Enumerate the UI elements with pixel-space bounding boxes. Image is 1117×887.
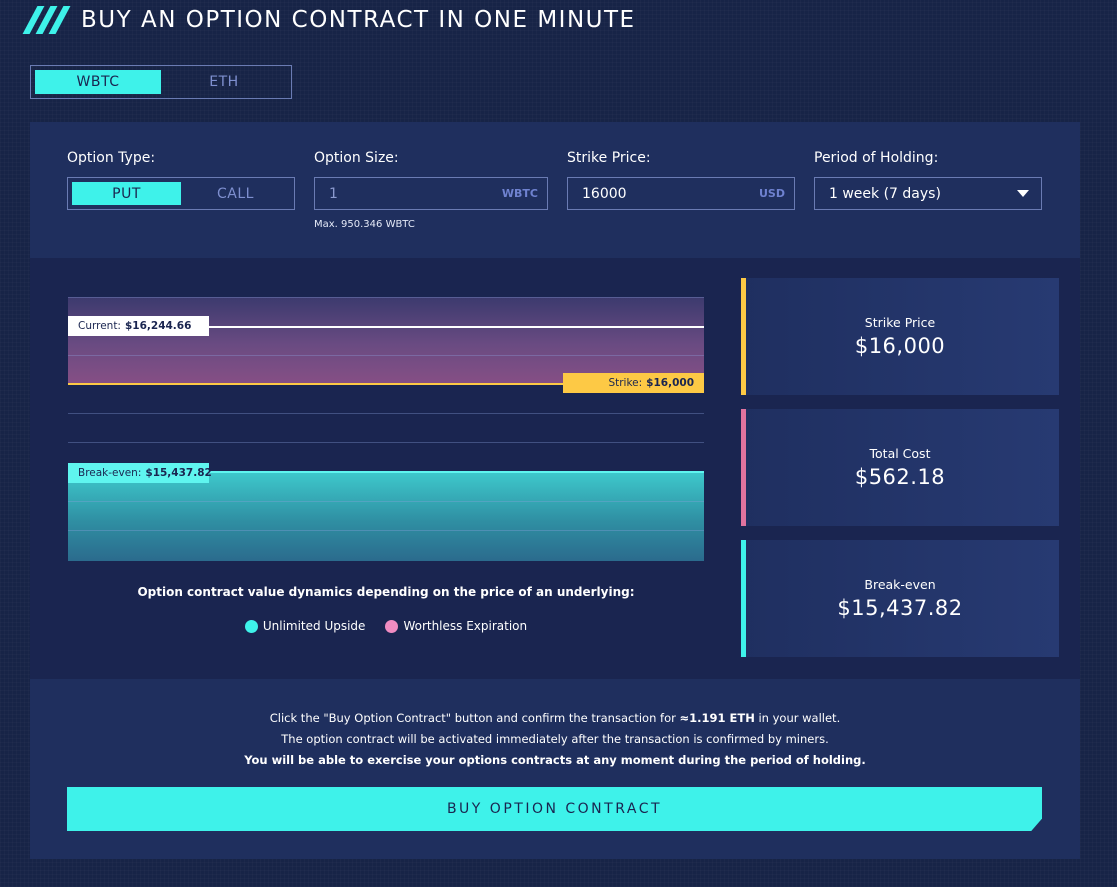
card-value: $562.18 — [854, 465, 946, 489]
option-size-field: Option Size: 1 WBTC Max. 950.346 WBTC — [314, 150, 548, 230]
strike-price-tag-label: Strike: — [608, 377, 643, 389]
page-header: BUY AN OPTION CONTRACT IN ONE MINUTE — [22, 4, 636, 36]
info-text: in your wallet. — [754, 711, 841, 725]
option-size-unit: WBTC — [501, 187, 538, 200]
strike-price-tag: Strike: $16,000 — [563, 373, 704, 393]
card-accent-bar — [741, 278, 746, 395]
gridline — [68, 501, 704, 502]
option-type-toggle: PUT CALL — [67, 177, 295, 210]
period-label: Period of Holding: — [814, 150, 939, 166]
tab-eth[interactable]: ETH — [209, 74, 239, 90]
info-line-1: Click the "Buy Option Contract" button a… — [30, 708, 1080, 729]
option-type-field: Option Type: PUT CALL — [67, 150, 295, 210]
strike-price-value: 16000 — [582, 185, 627, 202]
card-accent-bar — [741, 409, 746, 526]
strike-price-line — [68, 383, 704, 385]
call-button[interactable]: CALL — [217, 185, 254, 202]
strike-price-field: Strike Price: 16000 USD — [567, 150, 795, 210]
legend-label: Unlimited Upside — [262, 619, 366, 633]
chevron-down-icon — [1017, 190, 1029, 197]
breakeven-tag-label: Break-even: — [78, 467, 142, 479]
option-size-max-hint: Max. 950.346 WBTC — [314, 219, 415, 230]
gridline — [68, 355, 704, 356]
current-price-tag-label: Current: — [78, 320, 121, 332]
current-price-tag: Current: $16,244.66 — [68, 316, 209, 336]
chart-legend: Unlimited Upside Worthless Expiration — [68, 619, 704, 633]
total-cost-card: Total Cost $562.18 — [741, 409, 1059, 526]
legend-dot-icon — [244, 619, 258, 633]
legend-label: Worthless Expiration — [403, 619, 528, 633]
card-label: Total Cost — [869, 446, 931, 461]
asset-toggle: WBTC ETH — [30, 65, 292, 99]
upside-zone — [68, 472, 704, 561]
strike-price-tag-value: $16,000 — [646, 377, 694, 389]
option-form: Option Type: PUT CALL Option Size: 1 WBT… — [30, 122, 1080, 258]
current-price-tag-value: $16,244.66 — [124, 320, 192, 332]
worthless-zone — [68, 297, 704, 384]
card-label: Break-even — [864, 577, 936, 592]
option-size-label: Option Size: — [314, 150, 399, 166]
buy-option-contract-button[interactable]: BUY OPTION CONTRACT — [67, 787, 1042, 831]
eth-amount: ≈1.191 ETH — [679, 711, 755, 725]
gridline — [68, 530, 704, 531]
strike-price-label: Strike Price: — [567, 150, 651, 166]
period-value: 1 week (7 days) — [829, 185, 941, 202]
gridline — [68, 442, 704, 443]
card-accent-bar — [741, 540, 746, 657]
purchase-section: Click the "Buy Option Contract" button a… — [30, 679, 1080, 859]
gridline — [68, 413, 704, 414]
legend-item-upside: Unlimited Upside — [244, 619, 366, 633]
current-price-line — [68, 326, 704, 328]
breakeven-card: Break-even $15,437.82 — [741, 540, 1059, 657]
card-value: $15,437.82 — [837, 596, 963, 620]
option-type-label: Option Type: — [67, 150, 156, 166]
tab-wbtc[interactable]: WBTC — [35, 70, 161, 94]
legend-item-worthless: Worthless Expiration — [385, 619, 527, 633]
period-field: Period of Holding: 1 week (7 days) — [814, 150, 1042, 210]
option-size-value: 1 — [329, 185, 338, 202]
strike-price-input[interactable]: 16000 USD — [567, 177, 795, 210]
card-label: Strike Price — [864, 315, 936, 330]
info-line-3: You will be able to exercise your option… — [244, 753, 866, 767]
period-select[interactable]: 1 week (7 days) — [814, 177, 1042, 210]
slashes-logo-icon — [22, 6, 71, 34]
breakeven-tag-value: $15,437.82 — [145, 467, 212, 479]
strike-price-unit: USD — [759, 187, 785, 200]
info-text: Click the "Buy Option Contract" button a… — [269, 711, 680, 725]
value-dynamics-chart: Current: $16,244.66 Strike: $16,000 Break-… — [68, 297, 704, 561]
option-size-input[interactable]: 1 WBTC — [314, 177, 548, 210]
legend-dot-icon — [385, 619, 399, 633]
breakeven-tag: Break-even: $15,437.82 — [68, 463, 212, 483]
page-title: BUY AN OPTION CONTRACT IN ONE MINUTE — [81, 7, 636, 33]
breakeven-line — [68, 471, 704, 473]
card-value: $16,000 — [854, 334, 946, 358]
info-line-2: The option contract will be activated im… — [281, 732, 829, 746]
gridline — [68, 297, 704, 298]
purchase-info: Click the "Buy Option Contract" button a… — [30, 708, 1080, 771]
put-button[interactable]: PUT — [72, 182, 181, 205]
option-panel: Option Type: PUT CALL Option Size: 1 WBT… — [30, 122, 1080, 859]
chart-caption: Option contract value dynamics depending… — [137, 585, 635, 599]
strike-price-card: Strike Price $16,000 — [741, 278, 1059, 395]
